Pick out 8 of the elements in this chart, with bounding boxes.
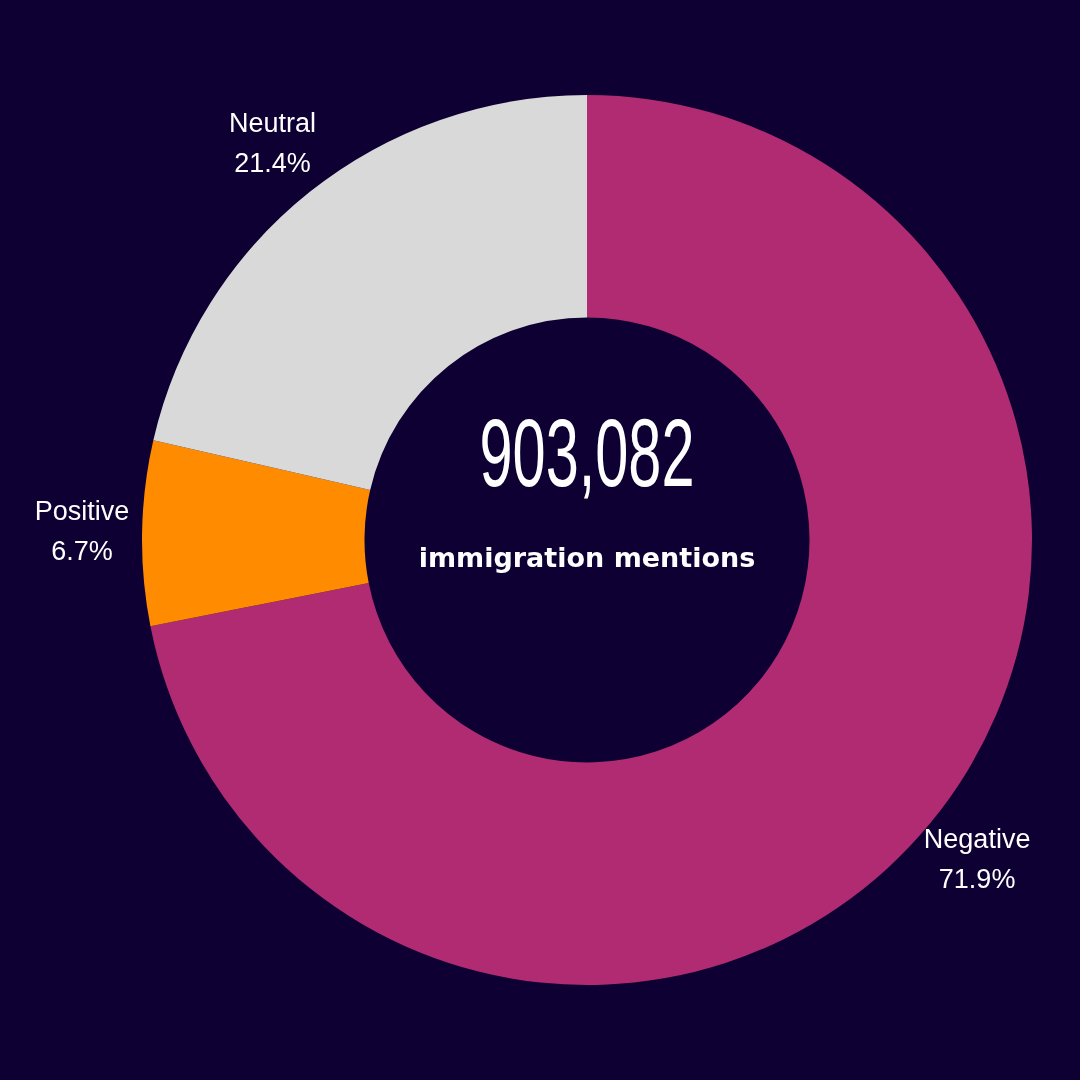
slice-label: Positive xyxy=(34,495,130,526)
text: 903,082 xyxy=(479,399,695,507)
data-label: 21.4% xyxy=(234,148,311,179)
slice-label: Negative xyxy=(923,824,1031,855)
data-label: 71.9% xyxy=(938,864,1016,895)
data-label: 6.7% xyxy=(51,535,113,566)
slice-label: Neutral xyxy=(228,108,317,139)
text: immigration mentions xyxy=(418,542,756,574)
